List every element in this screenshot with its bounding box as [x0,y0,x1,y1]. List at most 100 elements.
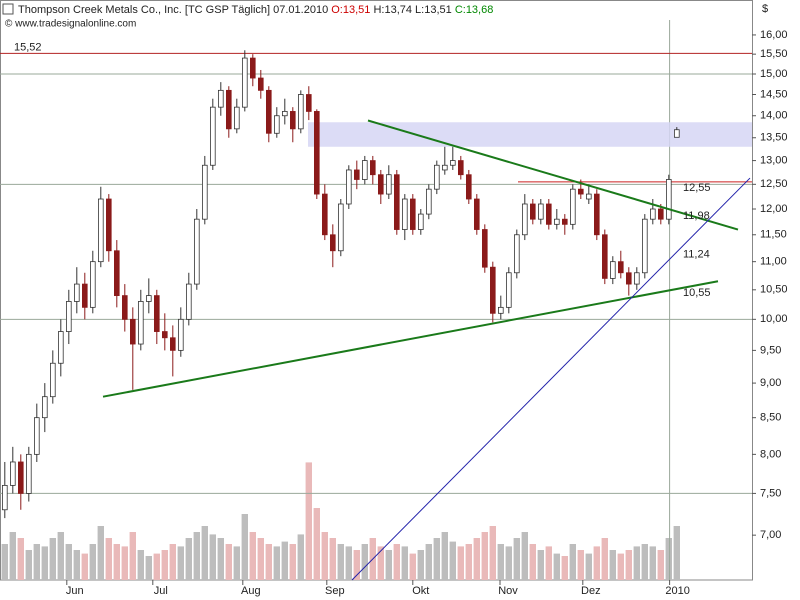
trendline-label: 11,98 [683,210,710,222]
volume-bar [633,546,640,580]
volume-bar [81,553,88,580]
candle-body [209,106,216,166]
volume-bar [33,544,40,580]
menu-icon[interactable] [2,3,14,15]
candle-body [201,164,208,220]
volume-bar [473,538,480,580]
y-tick-label: 12,50 [760,178,788,190]
candle-body [473,198,480,230]
volume-bar [561,556,568,580]
quote-close: C:13,68 [455,4,494,16]
volume-bar [545,546,552,580]
x-tick-label: Dez [581,585,601,597]
y-tick-label: 16,00 [760,29,788,41]
volume-bar [201,526,208,580]
source: © www.tradesignalonline.com [5,19,136,30]
volume-bar [417,550,424,580]
candle-body [25,453,32,494]
y-tick-label: 14,50 [760,88,788,100]
volume-bar [465,544,472,580]
volume-bar [273,546,280,580]
volume-bar [129,532,136,580]
y-tick-label: 9,50 [760,344,781,356]
trendline [367,119,739,231]
volume-bar [313,508,320,580]
volume-bar [537,550,544,580]
volume-bar [241,514,248,580]
y-tick-label: 10,50 [760,284,788,296]
volume-bar [73,550,80,580]
candle-body [497,306,504,314]
candle-body [658,208,664,220]
candle-body [42,396,48,419]
volume-bar [409,553,416,580]
volume-bar [321,532,328,580]
candle-body [530,203,536,220]
volume-bar [577,550,584,580]
volume-bar [209,534,216,580]
y-tick-label: 15,50 [760,48,788,60]
x-tick-label: 2010 [665,585,689,597]
volume-bar [41,546,48,580]
candle-body [74,283,80,302]
candle-body [433,164,440,190]
y-tick-label: 13,00 [760,154,788,166]
volume-bar [137,550,144,580]
candle-body [233,106,240,130]
candle-body [610,261,616,279]
volume-bar [433,538,440,580]
candle-body [481,229,488,268]
candle-body [489,266,496,314]
volume-bar [121,546,128,580]
volume-bar [457,546,464,580]
volume-bar [361,544,368,580]
x-tick-label: Sep [325,585,345,597]
volume-bar [225,544,232,580]
candle-body [98,198,104,263]
volume-bar [521,532,528,580]
candle-body [265,89,272,134]
x-tick-label: Okt [412,585,429,597]
volume-bar [297,534,304,580]
candle-body [554,218,560,225]
candle-body [329,234,336,252]
price-zone [308,122,752,147]
volume-bar [449,541,456,580]
volume-bar [393,544,400,580]
volume-bar [305,462,312,580]
candle-body [666,179,672,220]
volume-bar [377,546,384,580]
y-tick-label: 8,50 [760,412,781,424]
y-unit: $ [762,3,768,15]
quote-open: O:13,51 [331,4,370,16]
candle-body [361,160,368,180]
trendline-label: 10,55 [683,287,711,299]
volume-bar [481,532,488,580]
candle-body [586,193,592,200]
candle-body [241,57,248,108]
candle-body [2,484,8,511]
y-tick-label: 10,00 [760,313,788,325]
volume-bar [625,550,632,580]
volume-bar [489,526,496,580]
volume-bar [249,532,256,580]
candle-body [313,111,320,195]
volume-bar [169,544,176,580]
candle-body [161,331,168,339]
volume-bar [281,541,288,580]
volume-bar [601,538,608,580]
candle-body [305,94,312,112]
volume-bar [641,544,648,580]
volume-bar [161,550,168,580]
candle-body [465,174,472,200]
candle-body [634,272,640,285]
volume-bar [529,544,536,580]
candle-body [106,198,112,252]
candle-body [58,331,64,364]
volume-bar [17,538,24,580]
candle-body [193,218,200,285]
candle-body [337,203,344,252]
volume-bar [329,538,336,580]
volume-bar [505,546,512,580]
